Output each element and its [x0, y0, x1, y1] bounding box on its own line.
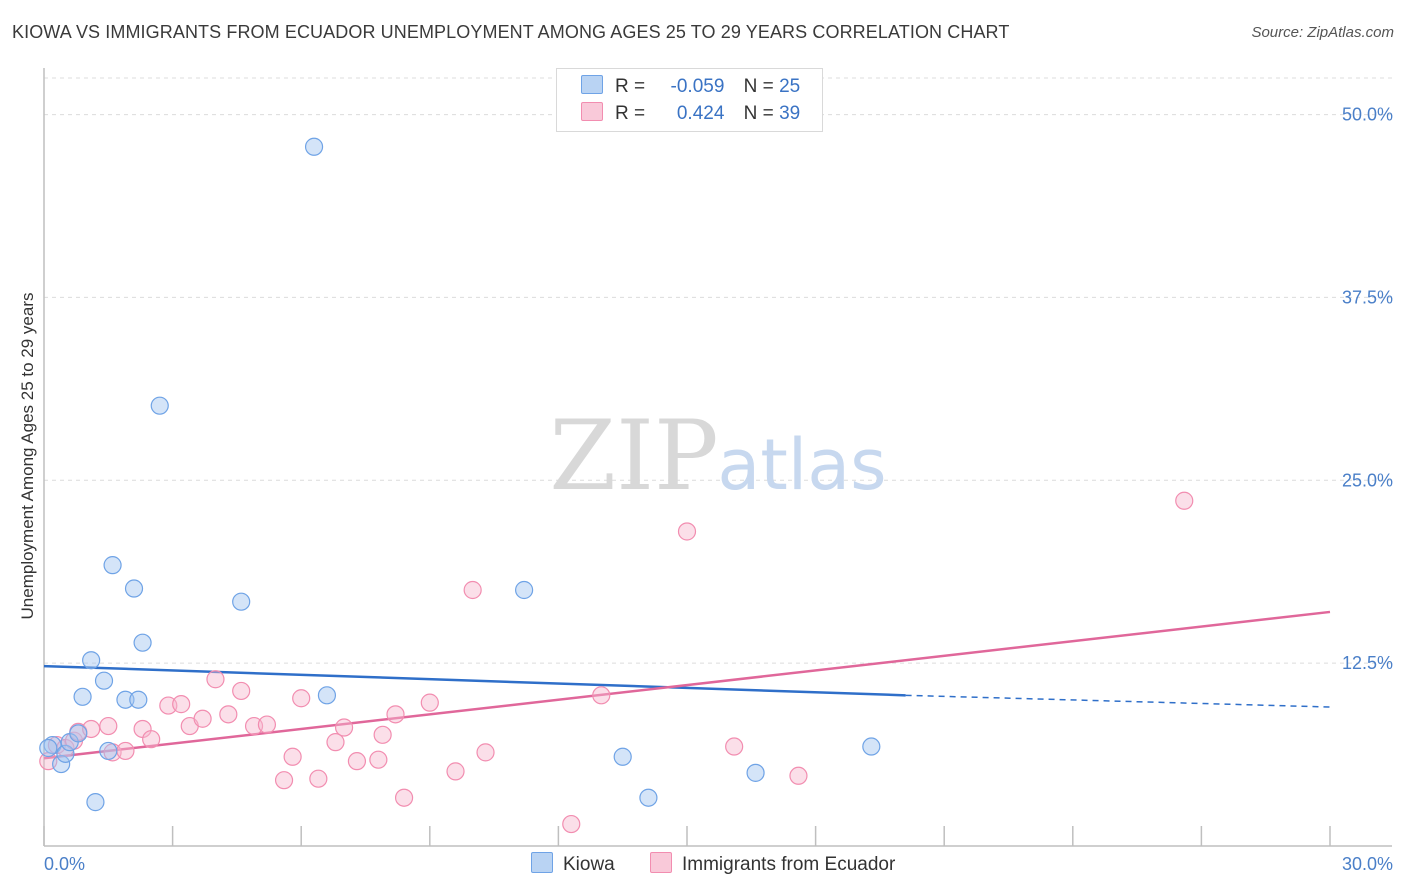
kiowa-point [94, 671, 114, 690]
ecuador-point [274, 771, 294, 790]
ecuador-point [394, 788, 414, 807]
kiowa-legend-swatch [531, 852, 553, 873]
r-value-kiowa: -0.059 [670, 76, 725, 97]
watermark: ZIP atlas [549, 400, 886, 512]
ecuador-point [677, 522, 697, 541]
kiowa-point [56, 744, 75, 763]
ecuador-point [334, 718, 354, 737]
kiowa-point [103, 556, 122, 575]
kiowa-point [99, 741, 118, 761]
ecuador-point [789, 766, 808, 785]
ecuador-swatch [581, 102, 603, 121]
ecuador-point [283, 747, 302, 766]
legend-item-kiowa: Kiowa [531, 852, 615, 876]
kiowa-trend-extension [905, 694, 1331, 708]
kiowa-point [39, 738, 58, 758]
kiowa-point [317, 686, 337, 705]
r-label: R = [615, 103, 646, 124]
y-tick-label: 50.0% [1342, 105, 1393, 125]
r-label: R = [615, 76, 646, 97]
ecuador-point [99, 716, 118, 736]
kiowa-point [73, 687, 92, 706]
x-tick-label-min: 0.0% [44, 854, 85, 874]
ecuador-point [476, 743, 495, 762]
ecuador-point [420, 693, 439, 712]
ecuador-point [463, 580, 482, 600]
ecuador-point [257, 715, 277, 734]
n-value-ecuador: 39 [779, 103, 801, 124]
legend-item-ecuador: Immigrants from Ecuador [650, 852, 895, 876]
kiowa-point [515, 580, 534, 600]
kiowa-point [124, 579, 144, 598]
ecuador-point [326, 733, 345, 752]
kiowa-point [69, 724, 88, 743]
grid-lines [44, 77, 1392, 664]
ecuador-point [172, 695, 191, 714]
kiowa-point [613, 747, 632, 766]
kiowa-point [129, 690, 148, 709]
ecuador-point [206, 670, 225, 689]
source-label: Source: ZipAtlas.com [1251, 24, 1394, 41]
y-tick-label: 37.5% [1342, 287, 1393, 307]
y-tick-label: 25.0% [1342, 470, 1393, 490]
ecuador-legend-label: Immigrants from Ecuador [682, 854, 896, 875]
kiowa-point [82, 651, 101, 670]
n-label: N = [743, 76, 774, 97]
ecuador-point [373, 725, 392, 744]
kiowa-point [86, 793, 105, 812]
ecuador-point [193, 709, 212, 728]
x-tick-label-max: 30.0% [1342, 854, 1393, 874]
kiowa-point [150, 396, 169, 415]
kiowa-point [232, 592, 251, 611]
tick-labels: 12.5% 25.0% 37.5% 50.0% 0.0% 30.0% [44, 105, 1393, 874]
data-points [39, 137, 1194, 834]
kiowa-point [862, 737, 881, 756]
ecuador-point [142, 730, 161, 749]
n-value-kiowa: 25 [779, 76, 801, 97]
ecuador-point [1175, 491, 1194, 510]
ecuador-point [219, 705, 238, 724]
chart-title: KIOWA VS IMMIGRANTS FROM ECUADOR UNEMPLO… [12, 22, 1010, 42]
ecuador-legend-swatch [650, 852, 672, 873]
kiowa-point [746, 763, 765, 782]
kiowa-point [116, 690, 135, 709]
kiowa-point [52, 754, 71, 774]
ecuador-point [446, 762, 465, 781]
axes [43, 68, 1392, 847]
correlation-legend: R = -0.059 N = 25 R = 0.424 N = 39 [556, 68, 823, 132]
kiowa-swatch [581, 75, 603, 94]
ecuador-point [232, 681, 251, 701]
ecuador-point [292, 689, 311, 708]
kiowa-point [304, 137, 324, 156]
kiowa-point [639, 788, 658, 807]
legend-row-ecuador: R = 0.424 N = 39 [581, 102, 800, 126]
watermark-zip: ZIP [549, 400, 718, 512]
watermark-atlas: atlas [717, 424, 886, 506]
kiowa-legend-label: Kiowa [563, 854, 615, 875]
ecuador-point [116, 741, 135, 761]
ecuador-point [369, 750, 388, 769]
legend-row-kiowa: R = -0.059 N = 25 [581, 75, 800, 99]
kiowa-trend-line [43, 664, 906, 697]
n-label: N = [743, 103, 774, 124]
ecuador-point [592, 686, 611, 705]
ecuador-point [725, 737, 744, 756]
r-value-ecuador: 0.424 [676, 103, 725, 124]
ecuador-point [386, 705, 405, 724]
kiowa-point [133, 633, 152, 652]
ecuador-point [562, 814, 581, 834]
y-tick-label: 12.5% [1342, 653, 1393, 673]
y-axis-label: Unemployment Among Ages 25 to 29 years [18, 292, 37, 620]
ecuador-point [347, 752, 367, 771]
ecuador-point [309, 769, 328, 788]
